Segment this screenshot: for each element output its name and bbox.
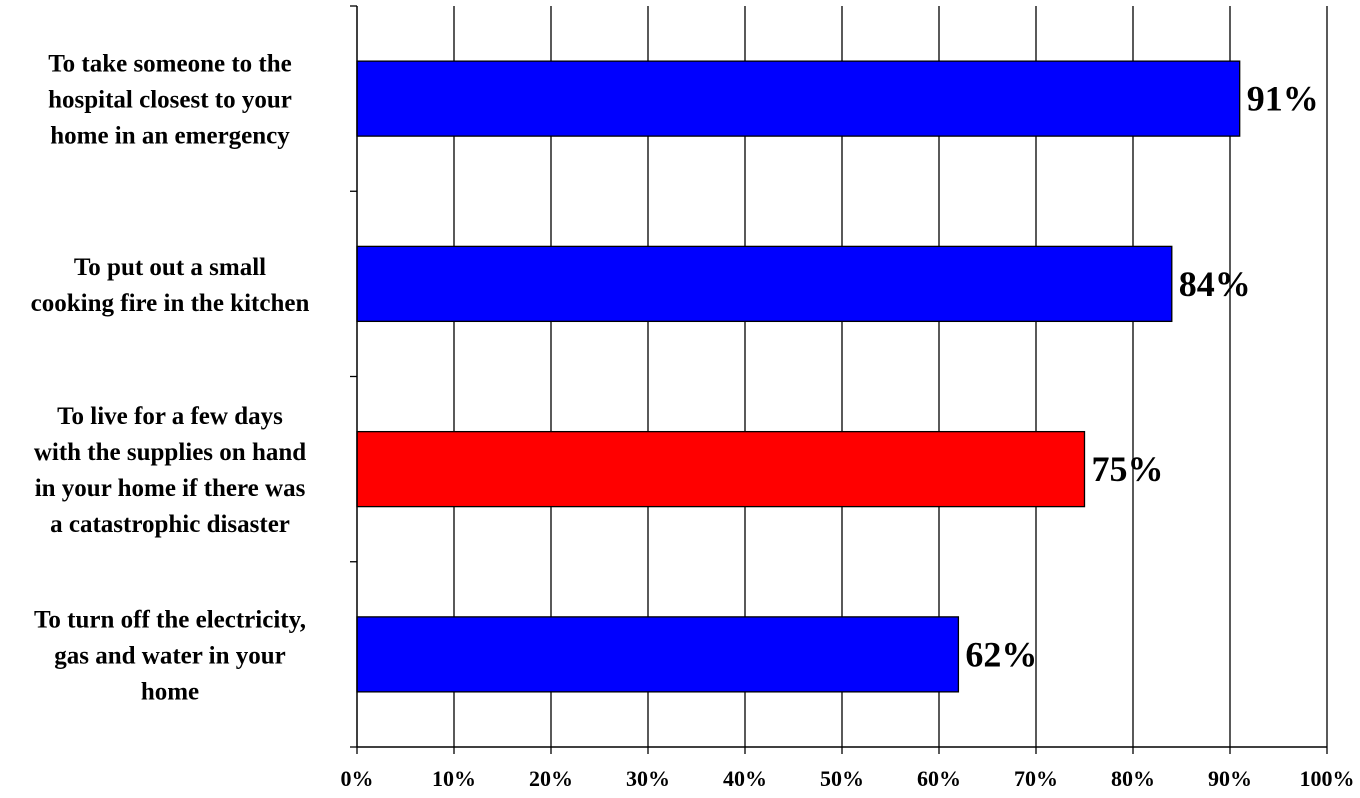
bars	[356, 60, 1241, 693]
category-label: To live for a few days	[57, 403, 283, 430]
category-label: home	[141, 678, 199, 705]
data-label: 91%	[1247, 79, 1319, 119]
category-label: To turn off the electricity,	[34, 606, 306, 633]
category-label: gas and water in your	[54, 642, 286, 669]
data-label: 84%	[1179, 264, 1251, 304]
x-tick-label: 30%	[626, 766, 670, 791]
labels: 0% 10% 20% 30% 40% 50% 60% 70% 80% 90% 100% 91% To t…	[31, 51, 1355, 791]
category-label: cooking fire in the kitchen	[31, 290, 310, 317]
category-label: with the supplies on hand	[34, 439, 306, 466]
x-tick-label: 10%	[432, 766, 476, 791]
category-label: home in an emergency	[50, 123, 290, 150]
bar	[356, 245, 1173, 323]
bar	[356, 430, 1086, 508]
x-tick-label: 50%	[820, 766, 864, 791]
x-tick-label: 40%	[723, 766, 767, 791]
bar	[356, 60, 1241, 137]
category-label: To take someone to the	[48, 51, 292, 78]
x-tick-label: 80%	[1111, 766, 1155, 791]
x-tick-label: 100%	[1300, 766, 1355, 791]
x-tick-label: 0%	[341, 766, 374, 791]
category-label: a catastrophic disaster	[50, 511, 290, 538]
category-label: hospital closest to your	[48, 87, 292, 114]
x-tick-label: 70%	[1014, 766, 1058, 791]
x-tick-label: 90%	[1208, 766, 1252, 791]
x-tick-label: 60%	[917, 766, 961, 791]
data-label: 75%	[1092, 449, 1164, 489]
data-label: 62%	[965, 634, 1037, 674]
category-label: in your home if there was	[35, 475, 306, 502]
bar	[356, 616, 960, 693]
x-tick-label: 20%	[529, 766, 573, 791]
category-label: To put out a small	[74, 254, 266, 281]
axes	[350, 5, 1328, 754]
